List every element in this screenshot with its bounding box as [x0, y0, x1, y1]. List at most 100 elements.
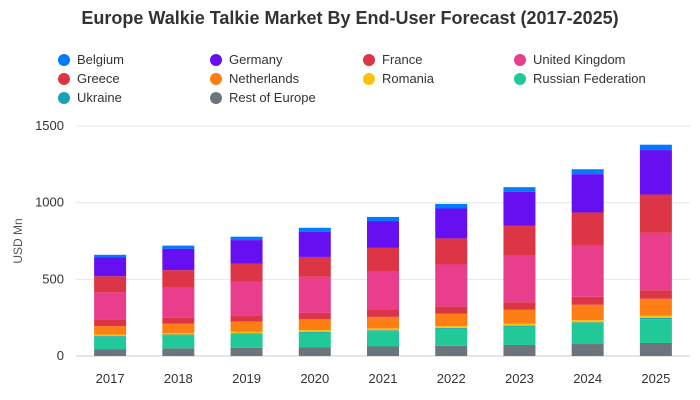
bar-segment-united-kingdom-2019: [230, 281, 263, 316]
x-tick-label: 2018: [164, 371, 193, 386]
legend-label: Romania: [382, 71, 435, 86]
bar-segment-united-kingdom-2021: [367, 271, 399, 310]
bar-segment-united-kingdom-2017: [94, 292, 127, 320]
legend-item-belgium[interactable]: Belgium: [58, 52, 124, 67]
bar-segment-germany-2017: [94, 257, 127, 277]
x-tick-label: 2022: [437, 371, 466, 386]
bar-segment-ukraine-2022: [435, 327, 468, 329]
bar-segment-netherlands-2019: [230, 321, 263, 332]
bar-segment-rest-of-europe-2023: [503, 344, 536, 356]
legend-label: Russian Federation: [533, 71, 646, 86]
y-tick-label: 1500: [35, 118, 64, 133]
legend-item-russian-federation[interactable]: Russian Federation: [514, 71, 646, 86]
x-tick-label: 2017: [96, 371, 125, 386]
bar-segment-ukraine-2019: [230, 333, 263, 335]
bar-segment-germany-2022: [435, 208, 468, 239]
bar-segment-russian-federation-2018: [162, 335, 195, 349]
x-tick-label: 2025: [641, 371, 670, 386]
legend-label: Germany: [229, 52, 283, 67]
bar-segment-belgium-2021: [367, 216, 399, 222]
bar-segment-ukraine-2023: [503, 325, 536, 327]
y-tick-label: 500: [42, 271, 64, 286]
legend-label: Belgium: [77, 52, 124, 67]
bar-segment-romania-2020: [298, 330, 331, 332]
legend-item-rest-of-europe[interactable]: Rest of Europe: [210, 90, 316, 105]
bar-segment-russian-federation-2023: [503, 326, 536, 345]
bar-segment-russian-federation-2025: [639, 319, 672, 343]
bar-segment-united-kingdom-2018: [162, 287, 195, 318]
bar-segment-netherlands-2025: [639, 298, 672, 316]
bar-segment-belgium-2018: [162, 245, 195, 249]
bar-segment-germany-2020: [298, 231, 331, 257]
bar-segment-ukraine-2018: [162, 334, 195, 336]
bar-segment-germany-2023: [503, 191, 536, 226]
bar-segment-greece-2025: [639, 290, 672, 299]
bar-segment-romania-2023: [503, 323, 536, 326]
bar-segment-belgium-2019: [230, 236, 263, 241]
bar-segment-romania-2018: [162, 333, 195, 335]
bar-segment-ukraine-2021: [367, 330, 399, 332]
bar-segment-france-2022: [435, 238, 468, 265]
bar-segment-france-2017: [94, 276, 127, 293]
bar-segment-belgium-2023: [503, 187, 536, 192]
legend-marker: [210, 91, 222, 104]
legend-marker: [210, 53, 222, 66]
bar-segment-romania-2025: [639, 315, 672, 318]
bar-segment-romania-2021: [367, 328, 399, 331]
bar-segment-united-kingdom-2025: [639, 232, 672, 291]
bar-segment-united-kingdom-2020: [298, 276, 331, 313]
bar-segment-france-2021: [367, 247, 399, 272]
x-tick-label: 2024: [573, 371, 602, 386]
bar-segment-greece-2017: [94, 319, 127, 327]
bar-segment-france-2019: [230, 263, 263, 282]
legend-item-netherlands[interactable]: Netherlands: [210, 71, 299, 86]
bar-segment-ukraine-2017: [94, 336, 127, 337]
bar-segment-germany-2024: [571, 174, 604, 213]
bar-segment-germany-2025: [639, 150, 672, 195]
y-tick-label: 1000: [35, 195, 64, 210]
chart-title: Europe Walkie Talkie Market By End-User …: [81, 8, 619, 28]
legend-item-germany[interactable]: Germany: [210, 52, 282, 67]
bar-segment-netherlands-2023: [503, 309, 536, 324]
bar-segment-belgium-2020: [298, 227, 331, 232]
y-tick-label: 0: [57, 348, 64, 363]
bar-segment-netherlands-2024: [571, 304, 604, 321]
bar-segment-belgium-2025: [639, 144, 672, 151]
bar-segment-netherlands-2017: [94, 326, 127, 335]
bar-segment-russian-federation-2019: [230, 334, 263, 348]
bar-segment-united-kingdom-2022: [435, 264, 468, 307]
bar-segment-france-2023: [503, 225, 536, 256]
bar-segment-rest-of-europe-2022: [435, 345, 468, 356]
legend-item-romania[interactable]: Romania: [363, 71, 434, 86]
x-tick-label: 2019: [232, 371, 261, 386]
bar-segment-ukraine-2024: [571, 322, 604, 324]
legend-marker: [58, 91, 70, 104]
bar-segment-ukraine-2020: [298, 331, 331, 333]
x-tick-label: 2020: [300, 371, 329, 386]
legend-item-france[interactable]: France: [363, 52, 422, 67]
bar-segment-united-kingdom-2024: [571, 245, 604, 297]
legend-item-greece[interactable]: Greece: [58, 71, 120, 86]
bar-segment-greece-2021: [367, 310, 399, 317]
bar-segment-france-2018: [162, 270, 195, 287]
x-tick-label: 2023: [505, 371, 534, 386]
bar-segment-netherlands-2018: [162, 323, 195, 333]
legend-label: France: [382, 52, 423, 67]
legend-item-ukraine[interactable]: Ukraine: [58, 90, 122, 105]
y-axis-title: USD Mn: [11, 218, 25, 263]
bar-segment-france-2024: [571, 212, 604, 246]
bar-segment-greece-2022: [435, 306, 468, 314]
legend-marker: [58, 72, 70, 85]
bar-segment-united-kingdom-2023: [503, 255, 536, 303]
bar-segment-netherlands-2022: [435, 313, 468, 327]
bar-segment-ukraine-2025: [639, 317, 672, 320]
bar-segment-russian-federation-2017: [94, 336, 127, 350]
legend-label: Netherlands: [229, 71, 300, 86]
legend-item-united-kingdom[interactable]: United Kingdom: [514, 52, 626, 67]
bar-segment-rest-of-europe-2018: [162, 348, 195, 356]
bar-segment-rest-of-europe-2017: [94, 349, 127, 356]
bar-segment-belgium-2022: [435, 203, 468, 209]
legend-marker: [363, 72, 375, 85]
legend-marker: [58, 53, 70, 66]
